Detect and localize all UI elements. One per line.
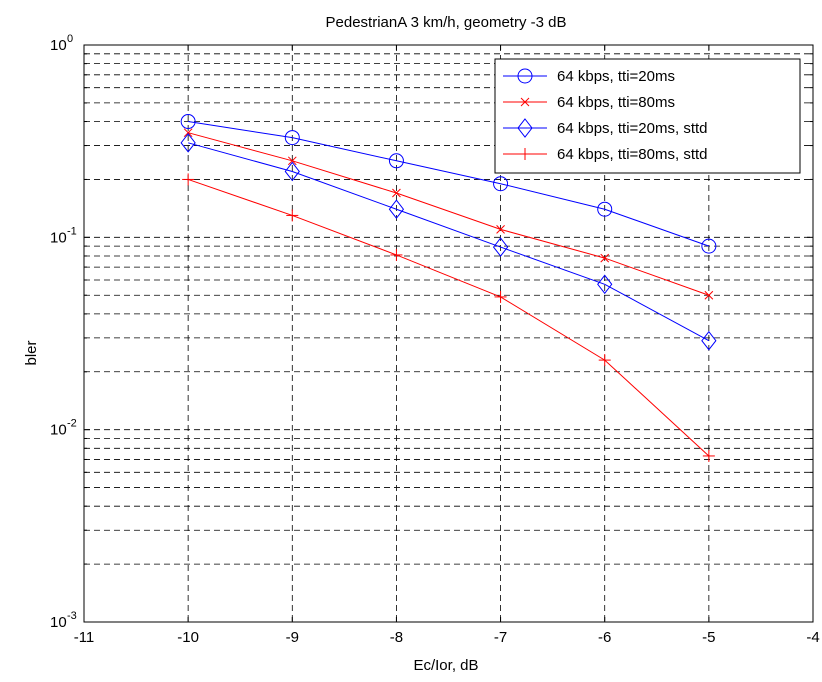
legend-label: 64 kbps, tti=20ms, sttd [557,120,708,137]
marker-circle [388,153,404,169]
marker-x [704,290,714,300]
marker-circle [517,68,533,84]
marker-diamond [597,274,613,295]
legend: 64 kbps, tti=20ms 64 kbps, tti=80ms 64 kbp… [494,58,801,174]
marker-x [600,253,610,263]
x-tick-label: -11 [74,629,95,646]
chart-title: PedestrianA 3 km/h, geometry -3 dB [326,14,567,31]
marker-diamond [492,237,509,257]
marker-diamond [701,330,717,351]
legend-item: 64 kbps, tti=80ms, sttd [503,146,708,163]
x-tick-label: -6 [598,629,611,646]
legend-label: 64 kbps, tti=80ms [557,94,675,111]
marker-x-stroke [392,188,401,198]
marker-x [183,128,193,138]
marker-circle [597,201,613,217]
marker-x [392,188,401,198]
marker-plus [598,354,611,367]
x-tick-label: -7 [494,629,507,646]
y-tick-label: 10 [50,229,67,246]
marker-x-stroke [520,97,530,107]
marker-circle [284,130,300,146]
series-line [188,132,710,296]
marker-x-stroke [496,225,505,234]
series-1 [180,114,717,254]
x-tick-label: -9 [286,629,299,646]
legend-item: 64 kbps, tti=80ms [503,94,675,111]
series-group [180,114,717,462]
axes-frame [83,44,814,623]
marker-plus [519,148,531,160]
marker-plus [390,248,403,261]
series-4 [182,173,715,462]
marker-x-stroke [287,156,297,166]
marker-circle [493,176,509,192]
series-line [188,121,710,247]
y-tick-exponent: -1 [67,225,77,237]
marker-circle [701,238,717,254]
legend-item: 64 kbps, tti=20ms, sttd [503,118,708,138]
marker-x-stroke [183,128,193,138]
marker-diamond [517,118,533,138]
marker-plus [286,209,299,222]
y-tick-label: 10 [50,614,67,631]
y-tick-exponent: 0 [67,33,73,45]
y-tick-exponent: -2 [67,418,77,430]
series-line [187,178,710,457]
marker-diamond [180,133,196,153]
marker-plus [494,290,507,303]
marker-x-stroke [600,253,610,263]
x-axis-label: Ec/Ior, dB [413,657,478,674]
y-tick-label: 10 [50,422,67,439]
grid [84,45,813,622]
marker-x [520,97,530,107]
marker-x [287,156,297,166]
series-3 [180,133,717,351]
marker-diamond [388,199,405,220]
x-tick-label: -4 [806,629,819,646]
marker-x-stroke [704,290,714,300]
marker-plus [182,173,195,186]
x-tick-label: -8 [390,629,403,646]
y-axis-label: bler [23,340,40,365]
marker-x [496,225,505,234]
legend-label: 64 kbps, tti=80ms, sttd [557,146,708,163]
marker-circle [180,114,196,130]
y-tick-label: 10 [50,37,67,54]
marker-diamond [284,161,300,182]
marker-plus [702,449,715,462]
y-tick-exponent: -3 [67,610,77,622]
series-line [188,142,710,342]
series-2 [183,128,714,300]
x-tick-label: -10 [177,629,199,646]
x-tick-label: -5 [702,629,715,646]
legend-label: 64 kbps, tti=20ms [557,68,675,85]
legend-item: 64 kbps, tti=20ms [503,68,675,85]
